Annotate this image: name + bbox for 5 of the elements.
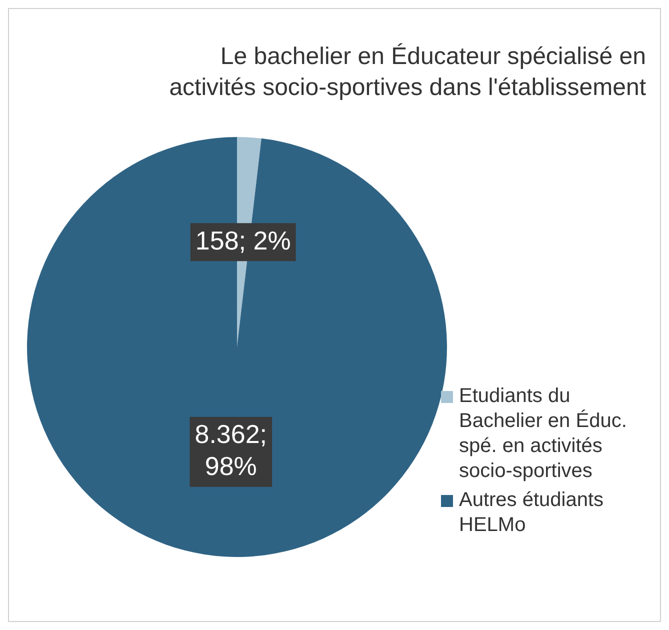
data-label: 158; 2% xyxy=(195,225,291,256)
legend-label: Etudiants du Bachelier en Éduc. spé. en activités socio-sportives xyxy=(459,384,628,484)
data-label: 8.362; 98% xyxy=(194,418,268,481)
legend-label: Autres étudiants HELMo xyxy=(459,488,605,538)
chart-title: Le bachelier en Éducateur spécialisé en activités socio-sportives dans l'établissement xyxy=(168,42,646,103)
